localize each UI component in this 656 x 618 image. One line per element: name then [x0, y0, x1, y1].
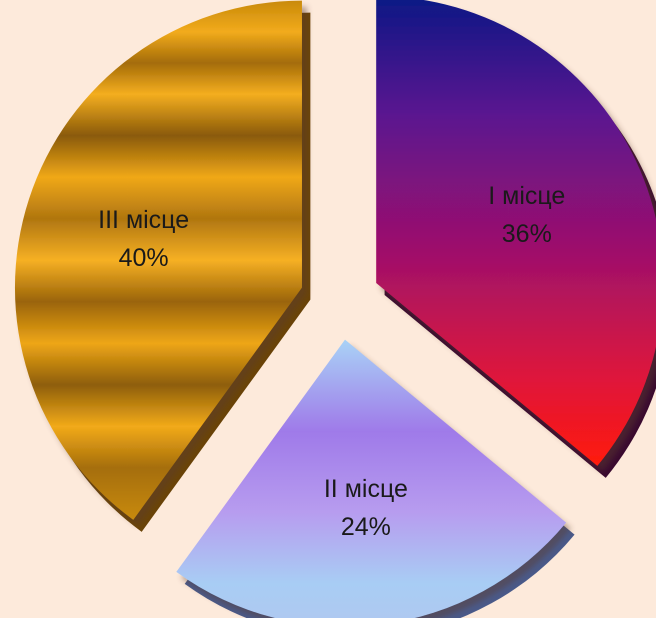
slice-label-1: I місце	[488, 182, 565, 210]
slice-value-3: 40%	[119, 244, 169, 272]
slice-label-2: II місце	[324, 475, 408, 503]
pie-slice-1	[376, 0, 656, 466]
slice-label-3: III місце	[98, 206, 189, 234]
pie-slice-2	[176, 339, 567, 618]
slice-value-2: 24%	[341, 513, 391, 541]
pie-slice-3	[14, 0, 302, 520]
slice-value-1: 36%	[502, 220, 552, 248]
